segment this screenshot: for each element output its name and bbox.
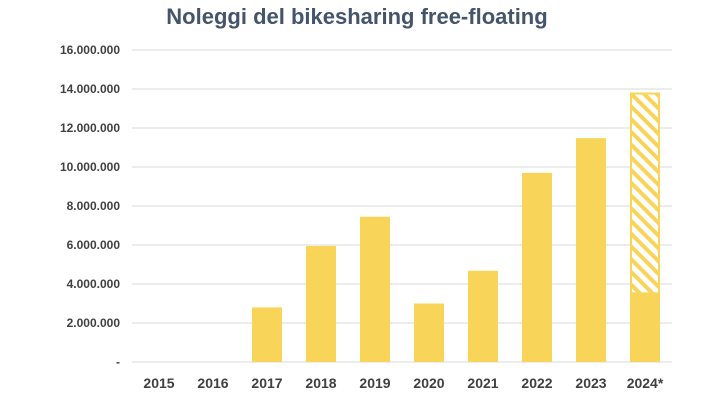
x-tick-label: 2017 [251,375,282,391]
x-tick-label: 2018 [305,375,336,391]
bar [306,245,336,362]
bar [414,303,444,362]
x-tick-label: 2022 [521,375,552,391]
x-tick-label: 2020 [413,375,444,391]
y-tick-label: - [116,355,120,369]
y-tick-label: 6.000.000 [67,238,121,252]
chart-title: Noleggi del bikesharing free-floating [166,4,548,29]
bars [252,92,660,362]
y-tick-label: 8.000.000 [67,199,121,213]
y-tick-label: 2.000.000 [67,316,121,330]
y-tick-label: 14.000.000 [60,82,120,96]
x-tick-label: 2023 [575,375,606,391]
x-tick-label: 2015 [143,375,174,391]
x-axis: 2015 2016 2017 2018 2019 2020 2021 2022 2023 2024… [143,375,663,391]
y-tick-label: 16.000.000 [60,43,120,57]
bar [468,270,498,362]
bar [522,172,552,362]
y-tick-label: 12.000.000 [60,121,120,135]
y-tick-label: 10.000.000 [60,160,120,174]
x-tick-label: 2021 [467,375,498,391]
y-tick-label: 4.000.000 [67,277,121,291]
x-tick-label: 2019 [359,375,390,391]
bar [630,293,660,362]
bar [576,138,606,362]
y-axis: - 2.000.000 4.000.000 6.000.000 8.000.000 10.… [60,43,120,369]
bar-hatched [630,92,660,295]
x-tick-label: 2016 [197,375,228,391]
gridlines [132,49,672,363]
bar [360,216,390,362]
x-tick-label: 2024* [627,375,664,391]
bar [252,307,282,362]
